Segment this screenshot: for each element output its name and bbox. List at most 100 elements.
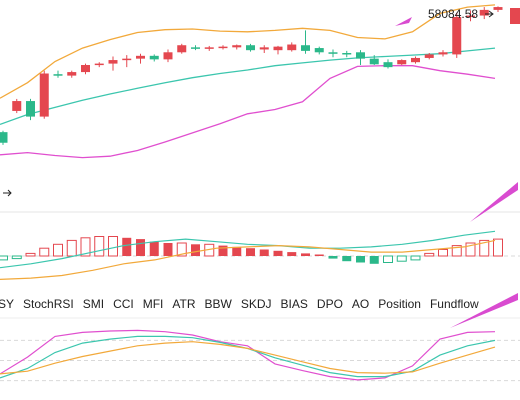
candle-body (26, 101, 35, 117)
candle (301, 30, 310, 54)
histogram-bar (11, 255, 22, 260)
arrow-right-icon (485, 10, 494, 18)
candle (26, 98, 35, 121)
histogram-bar (163, 243, 173, 256)
candle (356, 50, 365, 66)
candle-body (163, 52, 173, 60)
candle-body (204, 47, 214, 49)
candle-body (493, 7, 503, 10)
histogram-bar (410, 255, 421, 261)
candle (53, 70, 63, 78)
indicator-tab-bbw[interactable]: BBW (205, 297, 233, 311)
candle (136, 53, 145, 64)
histogram-bar (314, 254, 324, 256)
oscillator-line-a (0, 329, 496, 381)
candle (39, 70, 49, 119)
histogram-bar (39, 247, 50, 257)
histogram-bar (122, 237, 132, 256)
histogram-bar (438, 249, 448, 257)
price-label: 58084.58 (428, 7, 478, 21)
candle (424, 53, 434, 60)
histogram-bar (369, 256, 379, 264)
arrow-right-icon (3, 189, 12, 197)
candle (466, 10, 475, 22)
histogram-bar (136, 239, 145, 256)
candle-body (12, 101, 22, 111)
candle-body (411, 57, 420, 63)
histogram-bar (191, 244, 200, 256)
histogram-bar (301, 253, 310, 256)
histogram-bar (259, 249, 269, 256)
candle (122, 55, 132, 68)
histogram-bar (342, 256, 352, 262)
candle (383, 59, 393, 69)
candle (0, 130, 8, 145)
candle-body (191, 47, 200, 49)
indicator-tab-mfi[interactable]: MFI (143, 297, 164, 311)
candle (12, 98, 22, 114)
candle (438, 50, 448, 57)
indicator-tab-cci[interactable]: CCI (113, 297, 134, 311)
indicator-tab-skdj[interactable]: SKDJ (241, 297, 272, 311)
histogram-bar (108, 236, 118, 257)
signal-line-b (0, 239, 496, 280)
candle-body (397, 60, 407, 65)
candle (314, 46, 324, 55)
candle (452, 12, 462, 58)
candle-body (424, 54, 434, 58)
last-price-marker (510, 8, 520, 24)
candle-body (356, 52, 365, 59)
indicator-tab-fundflow[interactable]: Fundflow (430, 297, 479, 311)
candle-body (122, 58, 132, 61)
candle (94, 62, 104, 68)
histogram-bar (66, 239, 77, 257)
indicator-tab-dpo[interactable]: DPO (317, 297, 343, 311)
upper-band-line (0, 4, 496, 99)
candle-body (438, 52, 448, 55)
indicator-tab-bar: SY StochRSI SMI CCI MFI ATR BBW SKDJ BIAS DPO AO Po… (0, 297, 479, 311)
indicator-tab-ao[interactable]: AO (352, 297, 369, 311)
trend-arrow-icon (395, 17, 412, 26)
candle (81, 63, 90, 75)
indicator-tab-position[interactable]: Position (378, 297, 421, 311)
oscillator-pane (0, 329, 520, 382)
candle-body (273, 46, 283, 51)
indicator-tab-stochrsi[interactable]: StochRSI (23, 297, 74, 311)
candle (369, 55, 379, 66)
candle-body (67, 72, 77, 76)
indicator-tab-sy[interactable]: SY (0, 297, 14, 311)
candle-body (94, 63, 104, 66)
candle-body (108, 60, 118, 64)
histogram-bar (493, 238, 503, 257)
indicator-tab-atr[interactable]: ATR (172, 297, 195, 311)
candle (287, 42, 297, 52)
indicator-tab-smi[interactable]: SMI (83, 297, 104, 311)
signal-line-a (0, 230, 496, 269)
candle-body (452, 16, 462, 55)
candle-body (218, 46, 228, 49)
candle (204, 45, 214, 51)
candle (232, 44, 242, 50)
candle (218, 45, 228, 50)
candle-body (0, 132, 8, 143)
candle (397, 59, 407, 66)
candle-body (383, 62, 393, 68)
candle (479, 7, 489, 20)
histogram-bar (94, 236, 105, 257)
candle-body (136, 55, 145, 59)
candle-body (232, 45, 242, 48)
candle-body (328, 52, 338, 54)
lower-band-line (0, 65, 496, 159)
histogram-bar (479, 239, 490, 257)
candle-body (39, 73, 49, 117)
candle (108, 56, 118, 71)
histogram-bar (273, 250, 283, 256)
candle (273, 45, 283, 55)
indicator-tab-bias[interactable]: BIAS (281, 297, 308, 311)
histogram-bar (25, 252, 36, 257)
candle (342, 50, 352, 58)
histogram-bar (396, 255, 407, 262)
candle-body (466, 15, 475, 18)
